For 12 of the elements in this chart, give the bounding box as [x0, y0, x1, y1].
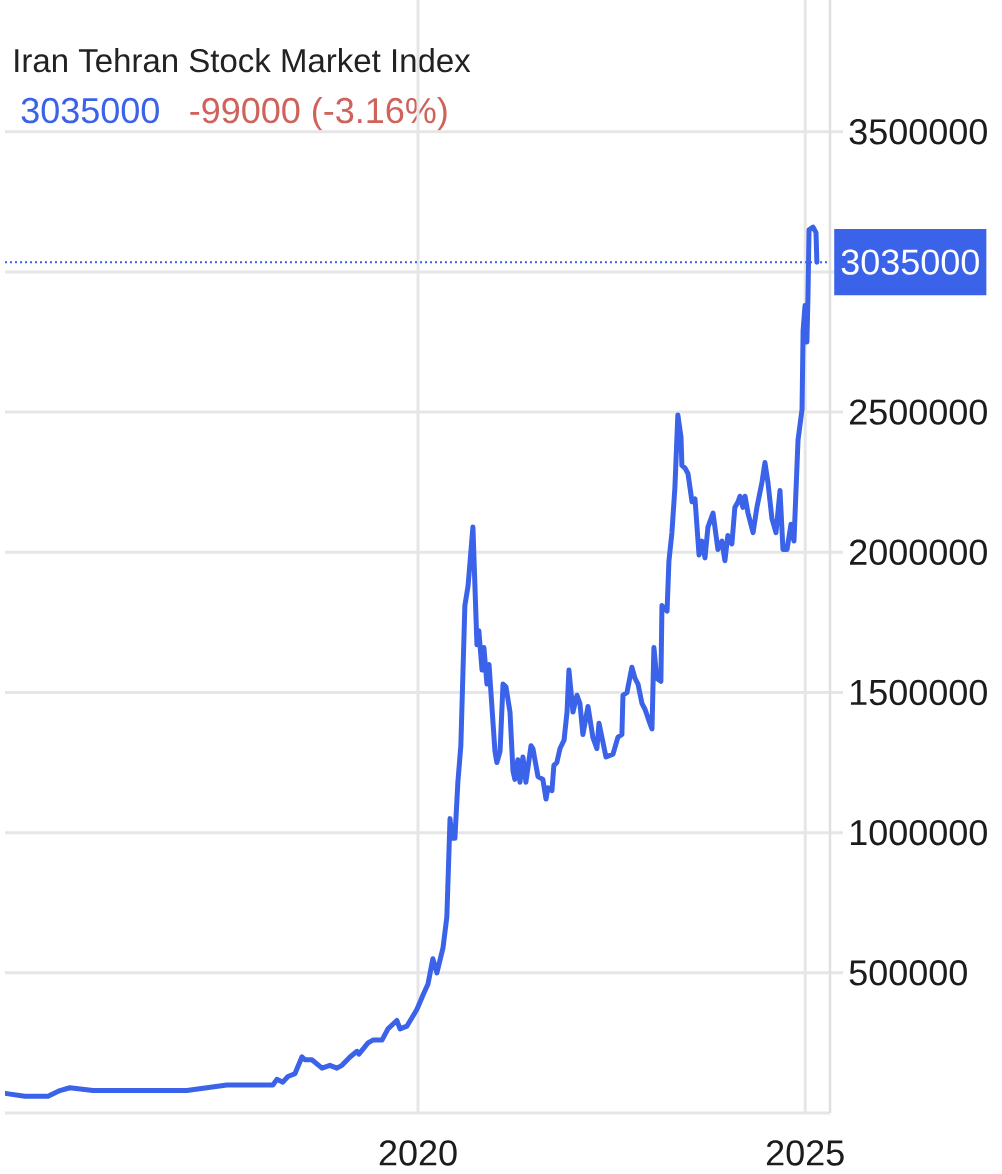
y-tick-label: 3500000 [849, 119, 987, 145]
y-tick-label: 2500000 [850, 399, 987, 425]
text: Iran Tehran Stock Market Index [15, 48, 471, 73]
ref-line-label: 3035000 [841, 249, 979, 275]
annotation: 3035000 [21, 97, 159, 124]
y-tick-label: 1500000 [850, 679, 987, 706]
y-tick-label: 500000 [849, 960, 967, 986]
y-tick-label: 1000000 [850, 819, 987, 846]
x-tick-label: 2020 [379, 1140, 457, 1166]
x-tick-label: 2025 [766, 1140, 844, 1166]
annotation: -99000 (-3.16%) [190, 96, 447, 131]
y-tick-label: 2000000 [850, 539, 987, 566]
